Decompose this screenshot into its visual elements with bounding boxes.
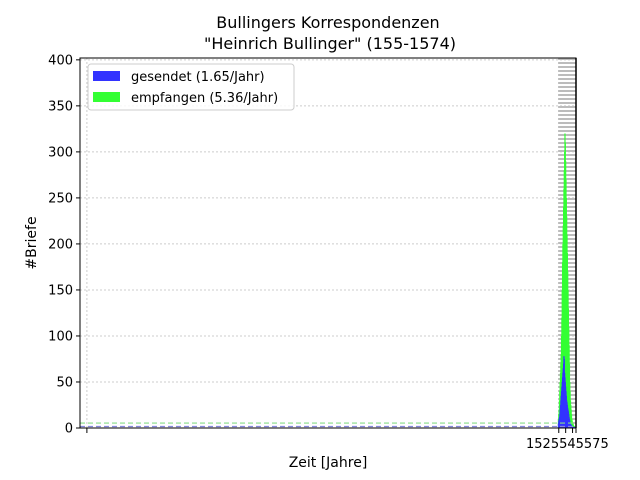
y-tick-label: 250 xyxy=(48,191,73,206)
grid-lines xyxy=(80,58,576,429)
legend-label-received: empfangen (5.36/Jahr) xyxy=(131,91,278,106)
x-axis-label: Zeit [Jahre] xyxy=(289,455,368,471)
plot-frame xyxy=(79,57,577,429)
y-tick-label: 300 xyxy=(48,145,73,160)
y-tick-label: 0 xyxy=(65,422,73,437)
y-tick-label: 350 xyxy=(48,99,73,114)
legend-label-sent: gesendet (1.65/Jahr) xyxy=(131,70,265,85)
chart-title-line2: "Heinrich Bullinger" (155-1574) xyxy=(204,34,456,53)
y-tick-label: 50 xyxy=(56,375,73,390)
y-tick-label: 150 xyxy=(48,283,73,298)
legend-swatch-received xyxy=(93,92,120,102)
legend-swatch-sent xyxy=(93,71,120,81)
chart-title-line1: Bullingers Korrespondenzen xyxy=(216,13,439,32)
x-axis: 1525545575 xyxy=(86,428,609,452)
y-axis-label: #Briefe xyxy=(24,216,40,269)
y-axis: 0 50 100 150 200 250 300 350 400 xyxy=(48,53,80,437)
y-tick-label: 200 xyxy=(48,237,73,252)
legend-box xyxy=(87,63,295,111)
series-sent xyxy=(557,356,576,428)
average-lines xyxy=(80,58,577,428)
y-tick-label: 100 xyxy=(48,329,73,344)
y-tick-label: 400 xyxy=(48,53,73,68)
x-tick-label-cluster: 1525545575 xyxy=(526,437,609,452)
legend: gesendet (1.65/Jahr) empfangen (5.36/Jah… xyxy=(87,63,295,111)
